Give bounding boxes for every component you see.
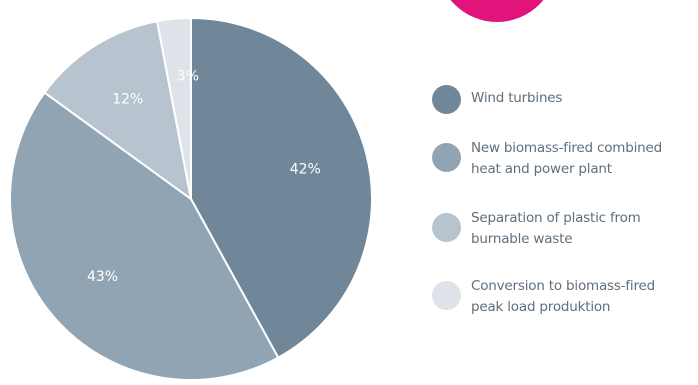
legend-item: Separation of plastic from burnable waste	[432, 208, 698, 266]
legend-label: New biomass-fired combined heat and power…	[471, 138, 696, 180]
pie-slices	[9, 16, 373, 381]
legend-label: Conversion to biomass-fired peak load pro…	[471, 276, 696, 318]
legend-label: Separation of plastic from burnable waste	[471, 208, 696, 250]
slice-value-label: 42%	[290, 162, 321, 178]
legend-label: Wind turbines	[471, 88, 696, 109]
slice-value-label: 3%	[177, 69, 199, 85]
slice-value-label: 43%	[87, 269, 118, 285]
legend-label-line: burnable waste	[471, 231, 573, 247]
legend-label-line: Conversion to biomass-fired	[471, 278, 655, 294]
legend-label-line: peak load produktion	[471, 299, 611, 315]
legend-swatch	[432, 281, 461, 310]
legend-swatch	[432, 213, 461, 242]
pie-slice	[190, 16, 373, 359]
slice-value-label: 12%	[112, 91, 143, 107]
pie-slice	[9, 91, 280, 381]
legend-swatch	[432, 143, 461, 172]
legend-label-line: Wind turbines	[471, 90, 563, 106]
legend-label-line: heat and power plant	[471, 161, 612, 177]
pie-slice	[155, 16, 192, 200]
accent-circle-decoration	[450, 0, 544, 22]
legend-item: Conversion to biomass-fired peak load pro…	[432, 276, 698, 334]
pie-slice-labels: 42% 43% 12% 3%	[87, 69, 321, 286]
legend-item: Wind turbines	[432, 80, 698, 138]
pie-slice	[43, 20, 193, 202]
legend-item: New biomass-fired combined heat and power…	[432, 138, 698, 196]
legend-swatch	[432, 85, 461, 114]
legend-label-line: New biomass-fired combined	[471, 140, 662, 156]
legend-label-line: Separation of plastic from	[471, 210, 641, 226]
